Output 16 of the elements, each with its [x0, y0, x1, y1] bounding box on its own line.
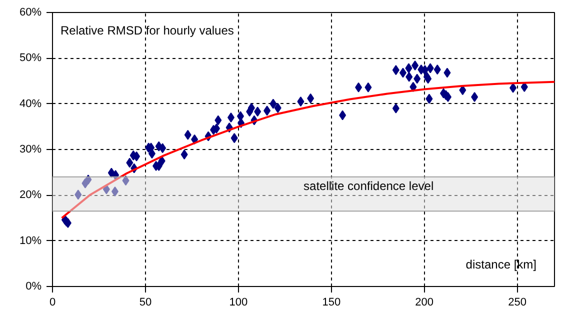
y-tick-label: 30%: [19, 144, 42, 156]
x-tick-label: 200: [415, 296, 434, 308]
y-tick-label: 60%: [19, 6, 42, 18]
y-tick-label: 10%: [19, 234, 42, 247]
x-tick-label: 150: [322, 296, 341, 308]
x-tick-label: 0: [49, 296, 56, 308]
y-tick-label: 20%: [19, 189, 42, 202]
x-tick-label: 250: [508, 296, 526, 308]
y-tick-label: 0%: [26, 280, 42, 292]
y-tick-label: 50%: [19, 52, 42, 64]
y-tick-label: 40%: [19, 98, 42, 110]
text: Relative RMSD for hourly values: [60, 24, 234, 38]
band-label: satellite confidence level: [304, 178, 434, 193]
x-axis-title: distance [km]: [466, 258, 537, 272]
x-tick-label: 100: [229, 296, 248, 308]
x-tick-label: 50: [139, 296, 152, 308]
